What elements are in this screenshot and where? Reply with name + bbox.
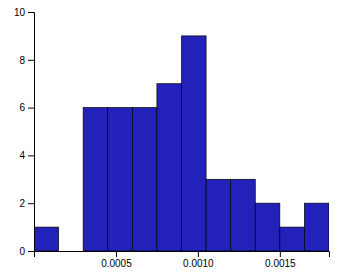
- y-tick: 6: [19, 102, 34, 113]
- y-tick-mark: [28, 155, 34, 156]
- x-tick-label: 0.0015: [265, 258, 296, 269]
- bars: [34, 36, 329, 251]
- histogram-bar: [132, 108, 157, 251]
- y-tick-label: 10: [14, 7, 26, 18]
- y-tick: 4: [19, 150, 34, 161]
- y-tick: 0: [19, 246, 34, 257]
- histogram-bar: [59, 251, 84, 252]
- y-axis: 0 2 4 6 8 10: [14, 7, 35, 257]
- y-tick-label: 0: [19, 246, 25, 257]
- histogram-bar: [83, 108, 108, 251]
- histogram-bar: [280, 227, 305, 251]
- x-axis-line: [35, 252, 330, 258]
- y-tick-mark: [28, 12, 34, 13]
- histogram-bar: [304, 203, 329, 251]
- histogram-bar: [206, 179, 231, 251]
- y-tick: 10: [14, 7, 34, 18]
- x-axis: 0.0005 0.0010 0.0015: [35, 251, 330, 269]
- x-tick: 0.0015: [265, 251, 296, 269]
- x-tick-label: 0.0010: [183, 258, 214, 269]
- x-tick: 0.0010: [183, 251, 214, 269]
- x-tick-mark: [280, 251, 281, 257]
- y-tick-label: 8: [19, 55, 25, 66]
- histogram-bar: [108, 108, 133, 251]
- y-tick-label: 6: [19, 102, 25, 113]
- chart: 0.0005 0.0010 0.0015 0 2 4 6 8 10: [0, 0, 351, 279]
- histogram-bar: [255, 203, 280, 251]
- y-tick-mark: [28, 60, 34, 61]
- plot: 0.0005 0.0010 0.0015 0 2 4 6 8 10: [14, 7, 330, 269]
- y-tick: 8: [19, 55, 34, 66]
- y-tick-label: 2: [19, 198, 25, 209]
- x-tick-mark: [116, 251, 117, 257]
- histogram-bar: [157, 84, 182, 251]
- y-tick-mark: [28, 251, 34, 252]
- y-tick: 2: [19, 198, 34, 209]
- x-tick: 0.0005: [101, 251, 132, 269]
- y-tick-mark: [28, 108, 34, 109]
- histogram-bar: [34, 227, 59, 251]
- x-tick-mark: [198, 251, 199, 257]
- histogram-bar: [231, 179, 256, 251]
- y-tick-mark: [28, 203, 34, 204]
- x-tick-label: 0.0005: [101, 258, 132, 269]
- y-axis-line: [28, 13, 35, 252]
- y-tick-label: 4: [19, 150, 25, 161]
- histogram-bar: [182, 36, 207, 251]
